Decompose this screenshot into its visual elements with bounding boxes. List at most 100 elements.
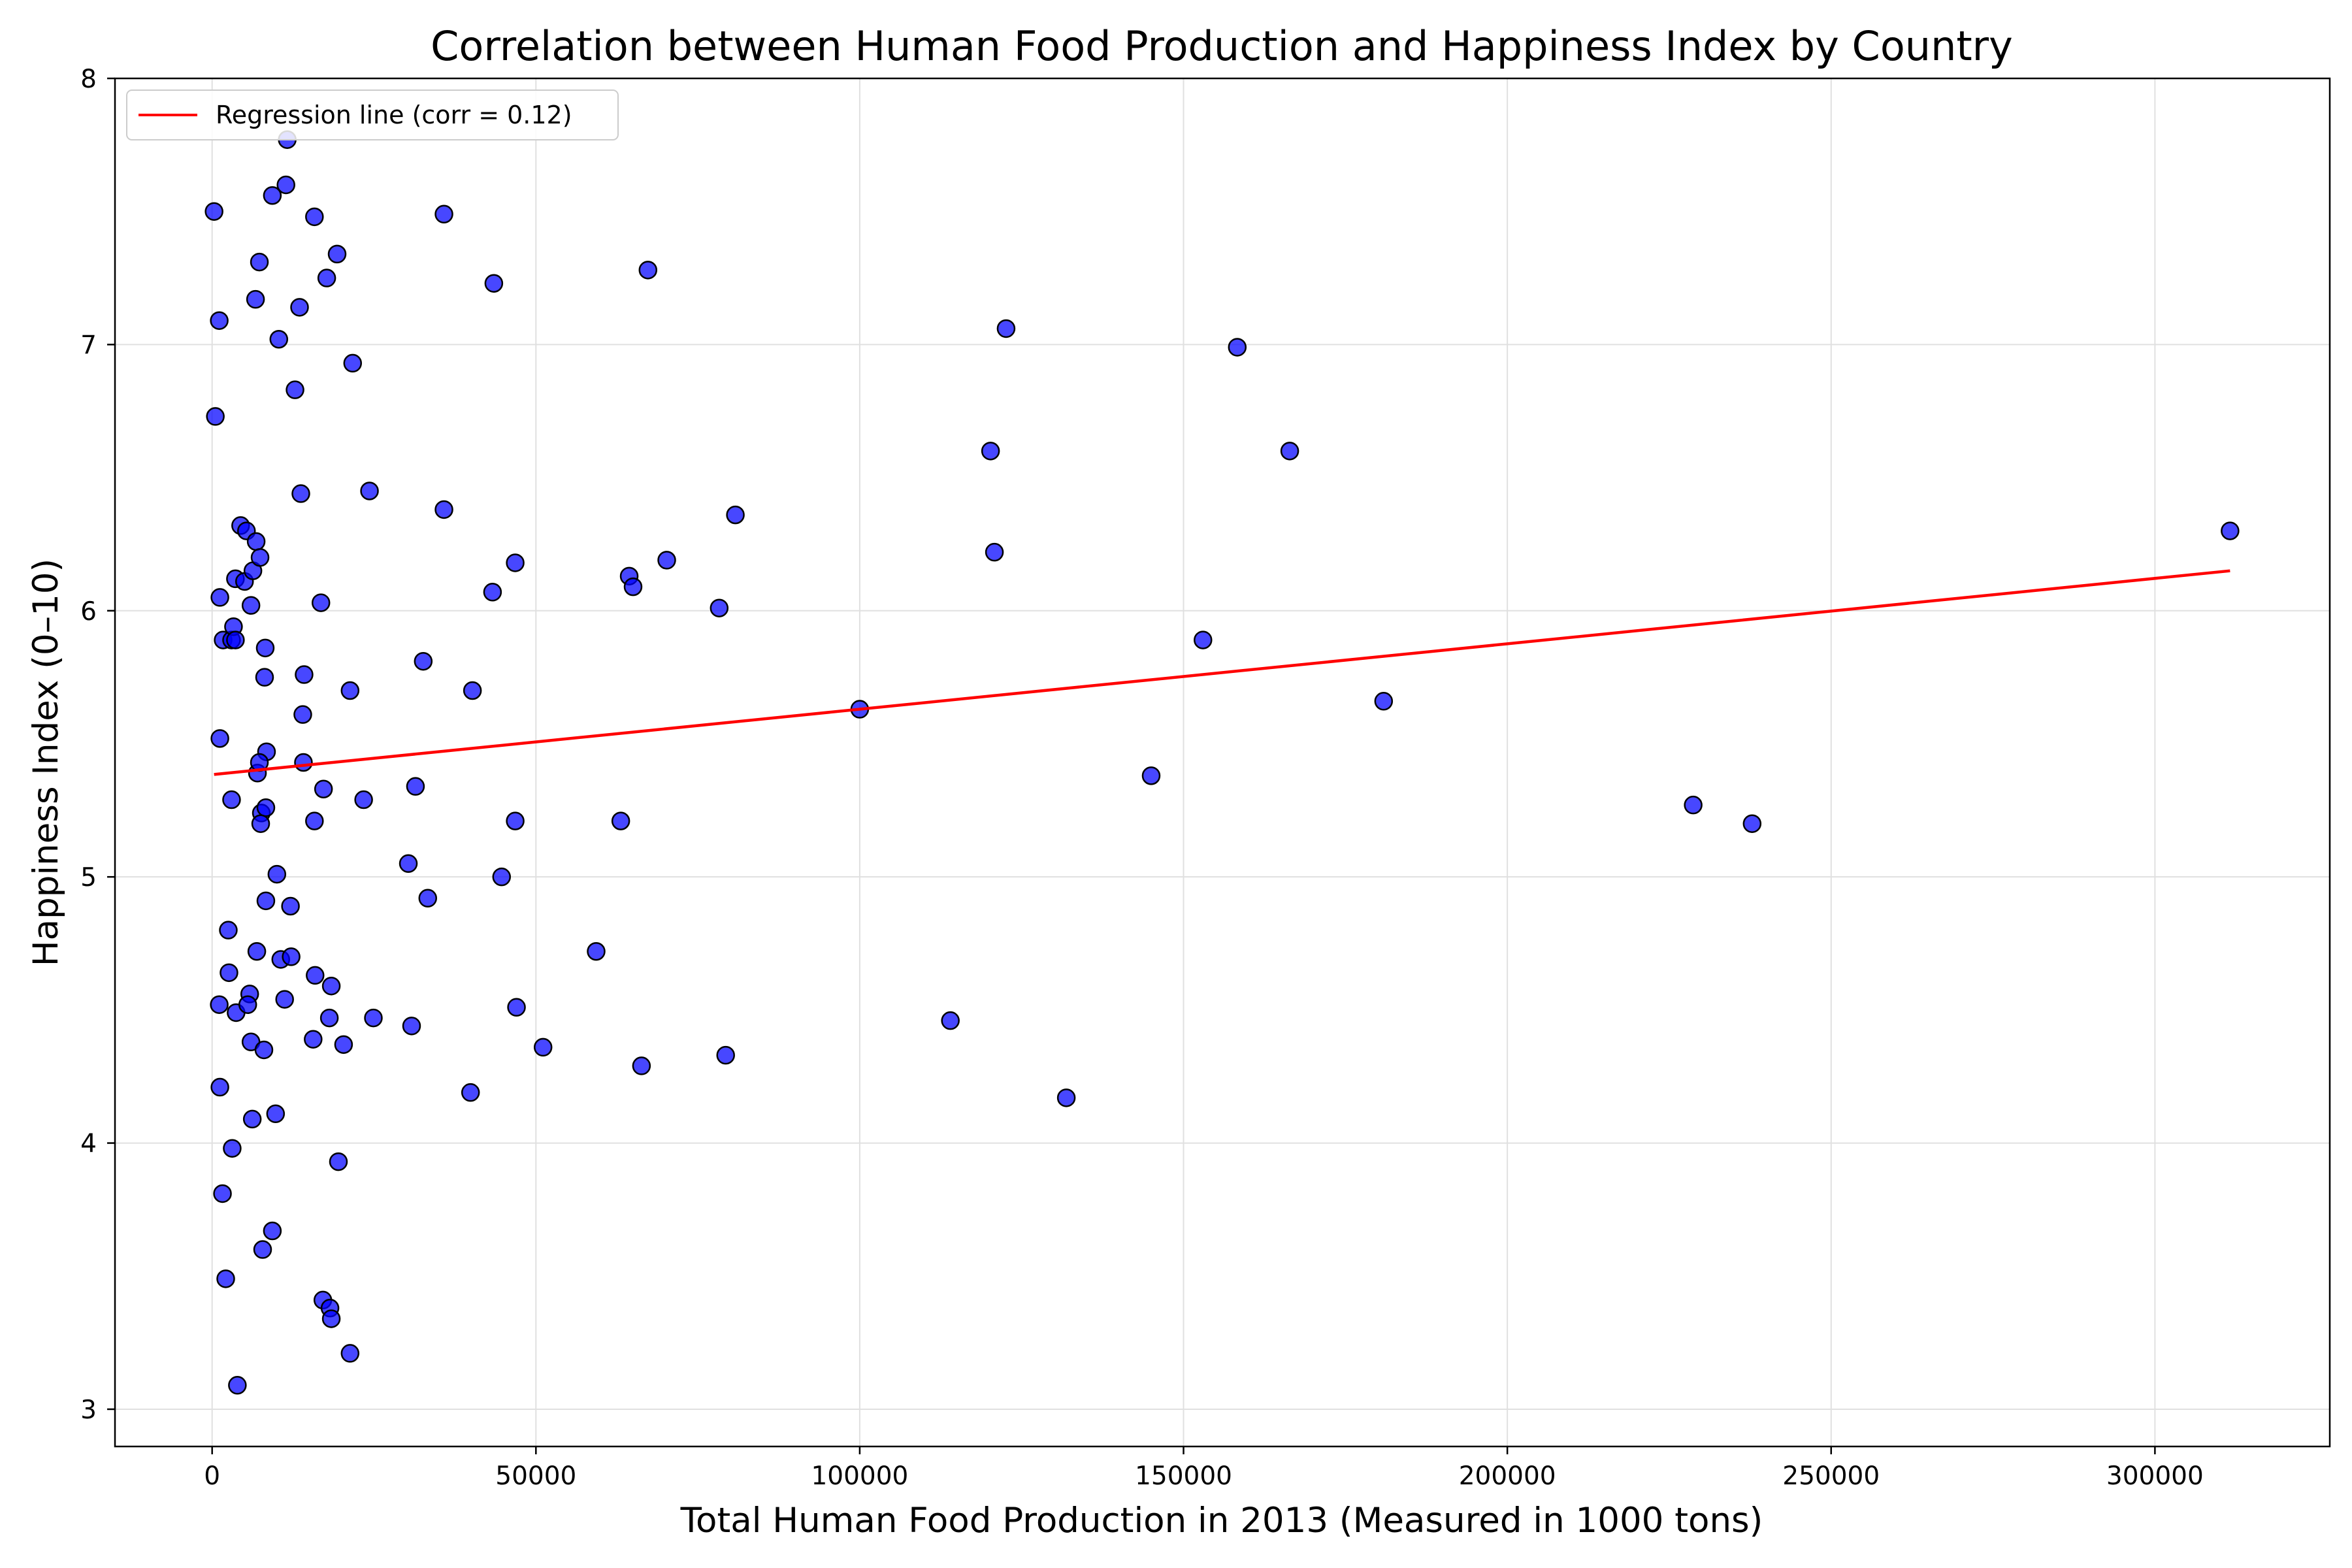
data-point xyxy=(266,1104,286,1124)
data-point xyxy=(340,1344,360,1363)
data-point xyxy=(1194,630,1213,649)
data-point xyxy=(354,790,373,809)
data-point xyxy=(611,811,630,830)
data-point xyxy=(985,542,1004,562)
y-tick-label: 3 xyxy=(80,1396,97,1425)
data-point xyxy=(402,1017,421,1036)
regression-line-layer xyxy=(214,569,2230,776)
data-point xyxy=(286,380,304,399)
data-point xyxy=(463,681,482,700)
data-point xyxy=(210,995,229,1014)
data-point xyxy=(321,1309,341,1328)
data-point xyxy=(254,1040,274,1060)
data-point xyxy=(418,889,438,908)
data-point xyxy=(507,998,526,1017)
data-point xyxy=(484,274,504,293)
data-point xyxy=(255,638,275,658)
y-tick-label: 7 xyxy=(80,331,97,360)
data-point xyxy=(294,753,313,772)
grid xyxy=(115,78,2330,1446)
chart-title: Correlation between Human Food Productio… xyxy=(431,22,2013,70)
data-point xyxy=(1684,795,1703,815)
data-point xyxy=(941,1011,960,1030)
data-point xyxy=(269,329,289,349)
data-point xyxy=(206,407,225,426)
data-point xyxy=(293,705,312,724)
data-point xyxy=(305,207,324,227)
data-point xyxy=(319,1008,339,1028)
data-point xyxy=(716,1045,735,1065)
axis-ticks: 0 50000 100000 150000 200000 250000 300000 3 4 5 6… xyxy=(80,65,2204,1491)
data-point xyxy=(216,1269,235,1288)
data-point xyxy=(360,482,379,500)
data-point xyxy=(306,966,325,985)
data-point xyxy=(228,1376,247,1395)
data-point xyxy=(329,1152,348,1171)
data-point xyxy=(242,1109,262,1129)
data-point xyxy=(251,814,270,833)
data-point xyxy=(1280,442,1299,461)
data-point xyxy=(263,186,282,205)
data-point xyxy=(276,175,295,195)
data-point xyxy=(290,298,309,317)
data-point xyxy=(222,790,241,809)
data-point xyxy=(492,867,512,887)
data-point xyxy=(281,896,300,916)
data-point xyxy=(710,598,729,617)
data-point xyxy=(250,252,269,272)
x-tick-label: 50000 xyxy=(495,1462,576,1491)
data-point xyxy=(250,548,270,567)
data-point xyxy=(253,1240,272,1259)
data-point xyxy=(1374,692,1394,711)
data-point xyxy=(1228,338,1247,357)
data-point xyxy=(434,500,453,519)
data-point xyxy=(623,577,643,596)
data-point xyxy=(275,990,294,1009)
data-point xyxy=(226,630,245,649)
data-point xyxy=(414,651,433,671)
data-point xyxy=(399,854,418,874)
data-point xyxy=(282,947,301,966)
data-point xyxy=(246,532,266,551)
data-point xyxy=(364,1008,383,1028)
y-tick-label: 4 xyxy=(80,1130,97,1159)
data-point xyxy=(220,963,238,983)
data-point xyxy=(483,583,502,602)
data-point xyxy=(1141,766,1161,785)
data-point xyxy=(247,941,267,961)
x-tick-label: 0 xyxy=(204,1462,220,1491)
data-point xyxy=(311,593,331,612)
y-tick-label: 8 xyxy=(80,65,97,94)
data-point xyxy=(304,1030,323,1049)
data-point xyxy=(334,1035,353,1054)
y-tick-label: 5 xyxy=(80,863,97,892)
data-point xyxy=(2221,521,2240,540)
data-point xyxy=(305,811,324,830)
x-tick-label: 200000 xyxy=(1459,1462,1556,1491)
data-point xyxy=(219,921,238,939)
data-point xyxy=(1742,814,1762,833)
x-tick-label: 250000 xyxy=(1782,1462,1880,1491)
data-point xyxy=(406,777,425,796)
y-axis-label: Happiness Index (0–10) xyxy=(26,559,66,966)
data-point xyxy=(210,311,229,330)
data-point xyxy=(291,484,310,503)
x-tick-label: 100000 xyxy=(811,1462,908,1491)
data-point xyxy=(314,779,333,798)
data-point xyxy=(263,1221,282,1241)
data-point xyxy=(246,289,265,309)
data-point xyxy=(204,202,223,221)
data-point xyxy=(317,269,336,287)
data-point xyxy=(587,941,606,961)
regression-line xyxy=(214,569,2230,776)
data-point xyxy=(726,505,745,525)
data-point xyxy=(210,588,229,607)
plot-frame xyxy=(114,77,2331,1448)
data-point xyxy=(996,319,1016,338)
data-point xyxy=(343,353,363,373)
data-point xyxy=(461,1083,480,1102)
data-point xyxy=(321,976,341,996)
data-point xyxy=(295,665,314,684)
legend-label-regression: Regression line (corr = 0.12) xyxy=(216,101,572,129)
